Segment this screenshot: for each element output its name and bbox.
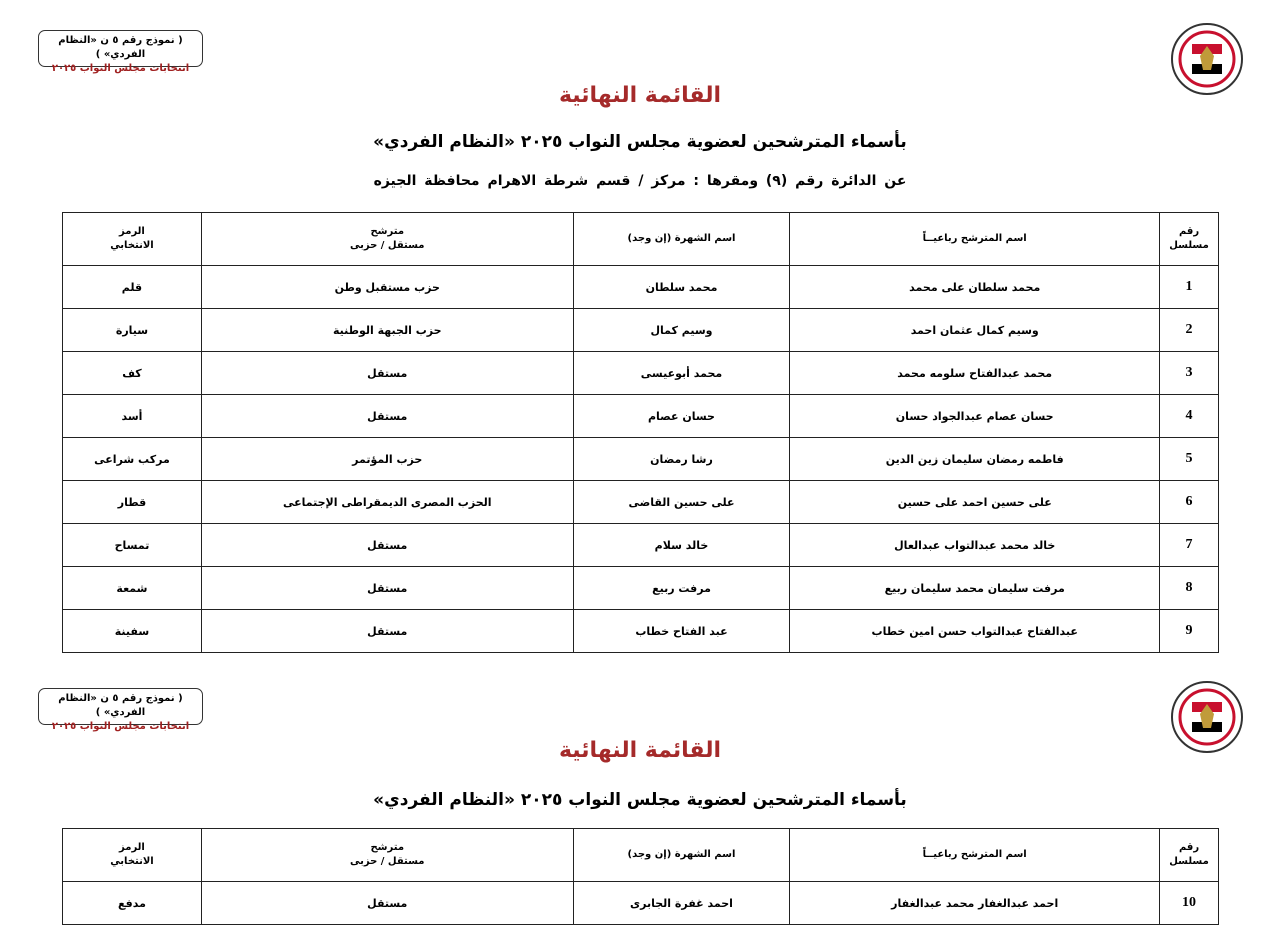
col-symbol: الرمز الانتخابي [62,212,202,266]
party-cell: مستقل [200,609,574,653]
name-cell: عبدالفتاح عبدالتواب حسن امين خطاب [789,609,1161,653]
serial-cell: 10 [1159,881,1219,925]
party-cell: مستقل [200,881,574,925]
table-row: 10 احمد عبدالغفار محمد عبدالغفار احمد غفرة… [62,881,1219,925]
party-cell: مستقل [200,351,574,395]
table-header: رقم مسلسل اسم المترشح رباعيــاً اسم الشهر… [62,212,1219,266]
nickname-cell: خالد سلام [572,523,791,567]
page-subtitle-2: بأسماء المترشحين لعضوية مجلس النواب ٢٠٢٥… [373,790,907,810]
name-cell: حسان عصام عبدالجواد حسان [789,394,1161,438]
nickname-cell: حسان عصام [572,394,791,438]
symbol-cell: سيارة [62,308,202,352]
name-cell: خالد محمد عبدالتواب عبدالعال [789,523,1161,567]
table-row: 2 وسيم كمال عثمان احمد وسيم كمال حزب الجبهة… [62,308,1219,352]
table-row: 8 مرفت سليمان محمد سليمان ربيع مرفت ربيع مس… [62,566,1219,610]
serial-cell: 8 [1159,566,1219,610]
name-cell: محمد سلطان على محمد [789,265,1161,309]
name-cell: مرفت سليمان محمد سليمان ربيع [789,566,1161,610]
party-cell: الحزب المصرى الديمقراطى الإجتماعى [200,480,574,524]
table-row: 7 خالد محمد عبدالتواب عبدالعال خالد سلام مس… [62,523,1219,567]
page-subtitle: بأسماء المترشحين لعضوية مجلس النواب ٢٠٢٥… [373,132,907,152]
nickname-cell: مرفت ربيع [572,566,791,610]
nickname-cell: محمد سلطان [572,265,791,309]
col-nickname: اسم الشهرة (إن وجد) [572,828,791,882]
col-type: مترشح مستقل / حزبى [200,828,574,882]
nickname-cell: احمد غفرة الجابرى [572,881,791,925]
name-cell: محمد عبدالفتاح سلومه محمد [789,351,1161,395]
serial-cell: 1 [1159,265,1219,309]
symbol-cell: تمساح [62,523,202,567]
election-name: انتخابات مجلس النواب ٢٠٢٥ [51,63,190,74]
table-row: 3 محمد عبدالفتاح سلومه محمد محمد أبوعيسى مس… [62,351,1219,395]
symbol-cell: قلم [62,265,202,309]
col-type: مترشح مستقل / حزبى [200,212,574,266]
party-cell: حزب مستقبل وطن [200,265,574,309]
col-symbol: الرمز الانتخابي [62,828,202,882]
symbol-cell: شمعة [62,566,202,610]
table-row: 5 فاطمه رمضان سليمان زين الدين رشا رمضان حز… [62,437,1219,481]
serial-cell: 6 [1159,480,1219,524]
serial-cell: 2 [1159,308,1219,352]
party-cell: مستقل [200,394,574,438]
col-serial: رقم مسلسل [1159,828,1219,882]
district-info: عن الدائرة رقم (٩) ومقرها : مركز / قسم ش… [373,173,907,189]
party-cell: مستقل [200,523,574,567]
nickname-cell: وسيم كمال [572,308,791,352]
col-name: اسم المترشح رباعيــاً [789,828,1161,882]
table-row: 1 محمد سلطان على محمد محمد سلطان حزب مستقبل… [62,265,1219,309]
symbol-cell: مركب شراعى [62,437,202,481]
serial-cell: 7 [1159,523,1219,567]
party-cell: حزب الجبهة الوطنية [200,308,574,352]
nickname-cell: على حسين القاضى [572,480,791,524]
table-row: 6 على حسين احمد على حسين على حسين القاضى ال… [62,480,1219,524]
nickname-cell: محمد أبوعيسى [572,351,791,395]
page-title-2: القائمة النهائية [558,738,722,763]
candidates-table: رقم مسلسل اسم المترشح رباعيــاً اسم الشهر… [62,212,1219,653]
symbol-cell: كف [62,351,202,395]
symbol-cell: قطار [62,480,202,524]
nickname-cell: عبد الفتاح خطاب [572,609,791,653]
form-number-box: ( نموذج رقم ٥ ن «النظام الفردي» ) انتخاب… [38,30,203,74]
candidates-table-2: رقم مسلسل اسم المترشح رباعيــاً اسم الشهر… [62,828,1219,925]
election-authority-logo-icon [1171,681,1243,753]
serial-cell: 4 [1159,394,1219,438]
election-name: انتخابات مجلس النواب ٢٠٢٥ [51,721,190,732]
page-title: القائمة النهائية [558,83,722,108]
serial-cell: 9 [1159,609,1219,653]
serial-cell: 5 [1159,437,1219,481]
col-nickname: اسم الشهرة (إن وجد) [572,212,791,266]
form-number-box-2: ( نموذج رقم ٥ ن «النظام الفردي» ) انتخاب… [38,688,203,732]
symbol-cell: أسد [62,394,202,438]
name-cell: وسيم كمال عثمان احمد [789,308,1161,352]
table-header: رقم مسلسل اسم المترشح رباعيــاً اسم الشهر… [62,828,1219,882]
table-row: 4 حسان عصام عبدالجواد حسان حسان عصام مستقل أ… [62,394,1219,438]
col-serial: رقم مسلسل [1159,212,1219,266]
form-number: ( نموذج رقم ٥ ن «النظام الفردي» ) [58,35,183,60]
symbol-cell: سفينة [62,609,202,653]
party-cell: حزب المؤتمر [200,437,574,481]
name-cell: على حسين احمد على حسين [789,480,1161,524]
party-cell: مستقل [200,566,574,610]
election-authority-logo-icon [1171,23,1243,95]
name-cell: احمد عبدالغفار محمد عبدالغفار [789,881,1161,925]
form-number: ( نموذج رقم ٥ ن «النظام الفردي» ) [58,693,183,718]
nickname-cell: رشا رمضان [572,437,791,481]
table-row: 9 عبدالفتاح عبدالتواب حسن امين خطاب عبد ال… [62,609,1219,653]
serial-cell: 3 [1159,351,1219,395]
symbol-cell: مدفع [62,881,202,925]
name-cell: فاطمه رمضان سليمان زين الدين [789,437,1161,481]
col-name: اسم المترشح رباعيــاً [789,212,1161,266]
